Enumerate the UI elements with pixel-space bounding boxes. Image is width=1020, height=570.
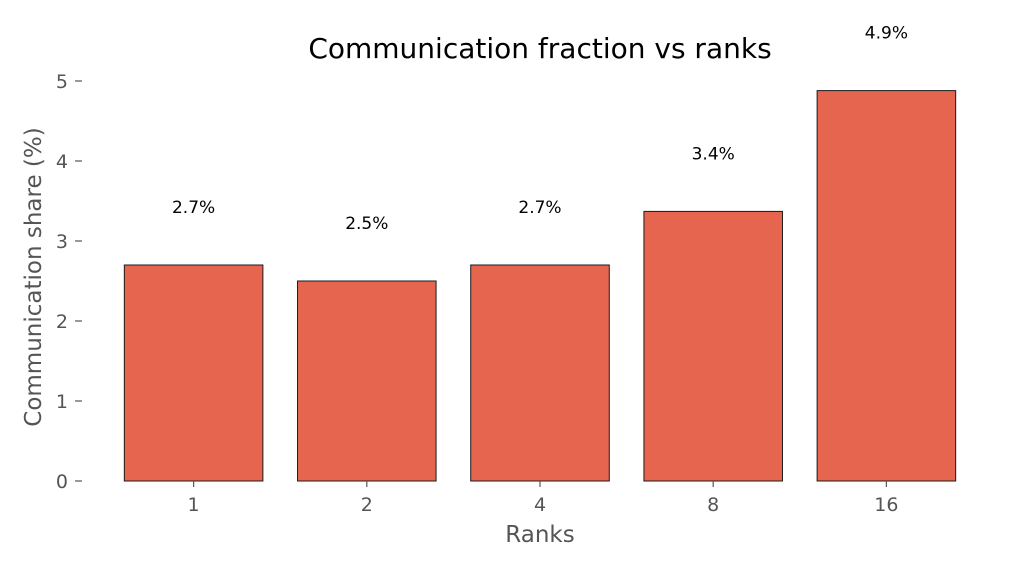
y-tick-label: 1	[56, 391, 68, 413]
data-label: 2.7%	[172, 198, 215, 218]
x-axis-label: Ranks	[505, 522, 574, 548]
data-label: 2.7%	[518, 198, 561, 218]
x-tick-label: 1	[188, 494, 200, 516]
y-tick-label: 3	[56, 231, 68, 253]
bar-2	[297, 280, 437, 482]
x-tick-label: 8	[707, 494, 719, 516]
bar-16	[816, 90, 957, 482]
bar-4	[470, 264, 610, 482]
y-tick-label: 5	[56, 71, 68, 93]
x-tick-label: 2	[361, 494, 373, 516]
y-tick-label: 0	[56, 471, 68, 493]
y-axis: 0 1 2 3 4 5	[56, 71, 82, 493]
x-axis: 1 2 4 8 16	[188, 481, 898, 516]
data-label: 2.5%	[345, 214, 388, 234]
x-tick-label: 16	[874, 494, 898, 516]
data-labels-group: 2.7% 2.5% 2.7% 3.4% 4.9%	[172, 24, 908, 234]
bar-1	[123, 264, 264, 482]
bars-group	[123, 90, 957, 482]
data-label: 4.9%	[865, 24, 908, 44]
x-tick-label: 4	[534, 494, 546, 516]
y-tick-label: 2	[56, 311, 68, 333]
y-tick-label: 4	[56, 151, 68, 173]
bar-8	[643, 210, 783, 482]
y-axis-label: Communication share (%)	[21, 127, 47, 426]
data-label: 3.4%	[692, 144, 735, 164]
chart-title: Communication fraction vs ranks	[308, 32, 771, 65]
